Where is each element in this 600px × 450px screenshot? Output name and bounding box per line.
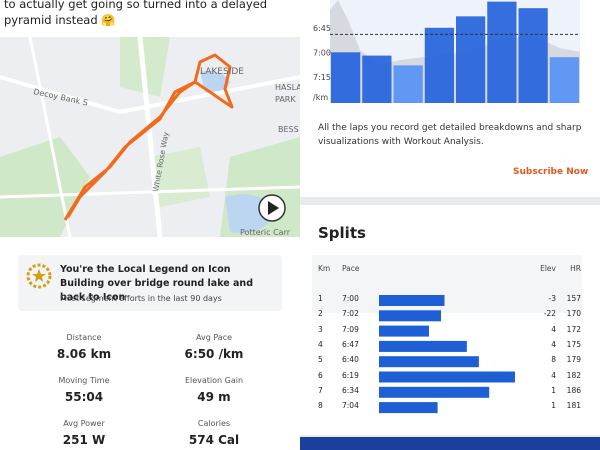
split-pace: 7:02 — [342, 309, 359, 319]
split-km: 3 — [318, 324, 323, 334]
split-elev: 1 — [551, 385, 556, 395]
split-hr: 186 — [566, 385, 581, 395]
stat-label: Calories — [197, 419, 231, 428]
subscribe-button[interactable]: Subscribe Now — [513, 167, 589, 177]
y-tick-label: 6:45 — [313, 24, 331, 33]
lap-bar — [393, 65, 423, 103]
split-hr: 175 — [566, 339, 581, 349]
split-hr: 181 — [566, 401, 581, 411]
legend-card[interactable]: You're the Local Legend on Icon Building… — [18, 255, 282, 311]
map-label: LAKESIDE — [200, 67, 244, 77]
stat-value: 574 Cal — [188, 433, 240, 447]
split-bar — [379, 371, 515, 383]
split-bar — [379, 295, 445, 306]
lap-bar — [549, 57, 579, 103]
bottom-bar — [300, 437, 600, 450]
split-hr: 170 — [566, 309, 581, 319]
split-km: 1 — [318, 294, 323, 303]
split-km: 5 — [318, 355, 323, 365]
map-label: PARK — [275, 95, 296, 104]
split-km: 4 — [318, 339, 323, 349]
split-pace: 6:47 — [342, 339, 359, 349]
stat-value: 251 W — [62, 433, 106, 447]
splits-header: Elev — [540, 264, 556, 273]
split-km: 6 — [318, 370, 323, 380]
split-elev: -3 — [548, 294, 556, 303]
split-km: 7 — [318, 385, 323, 395]
splits-header: HR — [570, 264, 581, 273]
map-label: BESS — [278, 125, 299, 134]
lap-bar — [424, 27, 454, 103]
map-label: HASLA — [275, 83, 300, 92]
split-hr: 179 — [566, 355, 581, 365]
y-tick-label: 7:15 — [313, 73, 331, 82]
lap-bar — [456, 16, 486, 104]
split-bar — [379, 325, 429, 337]
split-pace: 6:19 — [342, 370, 359, 380]
lap-bar — [518, 8, 548, 103]
map-label: Potteric Carr — [240, 228, 291, 237]
y-unit-label: /km — [313, 93, 328, 102]
split-pace: 6:34 — [342, 385, 359, 395]
split-elev: 8 — [551, 355, 556, 365]
split-km: 8 — [318, 401, 323, 411]
lap-bar — [487, 1, 517, 104]
stat-value: 6:50 /km — [184, 347, 244, 361]
stat-value: 8.06 km — [56, 347, 112, 361]
stat-value: 49 m — [197, 390, 231, 404]
legend-title: You're the Local Legend on Icon Building… — [60, 264, 253, 303]
stat-label: Elevation Gain — [184, 376, 244, 385]
stat-label: Avg Power — [63, 419, 105, 428]
split-km: 2 — [318, 309, 323, 319]
split-elev: 4 — [551, 339, 556, 349]
split-bar — [379, 310, 442, 322]
split-pace: 7:04 — [342, 401, 359, 411]
split-bar — [379, 340, 467, 352]
split-pace: 7:00 — [342, 294, 359, 303]
split-elev: 4 — [551, 324, 556, 334]
stat-value: 55:04 — [64, 390, 104, 404]
split-bar — [379, 386, 490, 398]
split-bar — [379, 356, 479, 368]
y-tick-label: 7:00 — [313, 48, 331, 57]
splits-header: Km — [318, 264, 331, 273]
post-text: to actually get going so turned into a d… — [4, 0, 268, 27]
legend-icon — [26, 263, 52, 289]
splits-header: Pace — [342, 264, 360, 273]
split-bar — [379, 402, 438, 414]
stat-label: Distance — [66, 333, 102, 342]
stat-label: Moving Time — [58, 376, 110, 385]
lap-bar — [362, 55, 392, 103]
lap-bar — [331, 52, 361, 103]
promo-text: All the laps you record get detailed bre… — [318, 123, 582, 147]
stat-label: Avg Pace — [195, 333, 233, 342]
split-pace: 6:40 — [342, 355, 359, 365]
splits-bars — [312, 255, 582, 414]
split-elev: 1 — [551, 401, 556, 411]
split-hr: 182 — [566, 370, 581, 380]
split-hr: 172 — [566, 324, 581, 334]
split-elev: 4 — [551, 370, 556, 380]
split-elev: -22 — [543, 309, 556, 319]
split-pace: 7:09 — [342, 324, 359, 334]
lap-chart: 6:45 7:00 7:15/km — [313, 0, 580, 104]
split-hr: 157 — [566, 294, 581, 303]
legend-subtitle: Most segment efforts in the last 90 days — [60, 294, 222, 303]
splits-title: Splits — [318, 224, 366, 242]
